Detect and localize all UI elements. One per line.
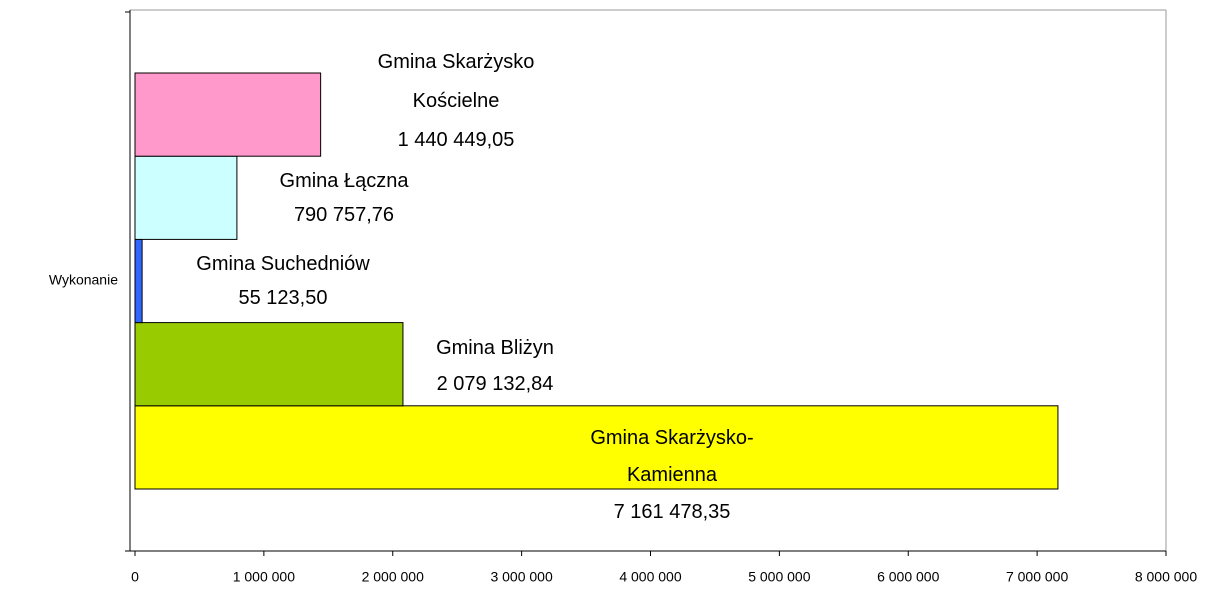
data-label: Gmina Skarżysko Kościelne 1 440 449,05 — [346, 43, 566, 160]
category-label: Wykonanie — [49, 272, 118, 288]
data-label: Gmina Bliżyn 2 079 132,84 — [405, 330, 585, 402]
data-label: Gmina Skarżysko-Kamienna 7 161 478,35 — [562, 420, 782, 531]
value-label: 7 161 478,35 — [613, 501, 731, 523]
series-label: Gmina Bliżyn — [436, 337, 554, 359]
value-label: 2 079 132,84 — [436, 373, 554, 395]
bar — [134, 322, 404, 407]
x-tick-label: 6 000 000 — [877, 569, 939, 585]
value-label: 1 440 449,05 — [397, 129, 515, 151]
series-label: Gmina Skarżysko-Kamienna — [590, 427, 754, 486]
x-tick-label: 8 000 000 — [1135, 569, 1197, 585]
data-label: Gmina Łączna 790 757,76 — [244, 164, 444, 232]
series-label: Gmina Łączna — [279, 170, 409, 192]
x-tick-label: 2 000 000 — [362, 569, 424, 585]
value-label: 790 757,76 — [293, 204, 395, 226]
x-tick-label: 5 000 000 — [748, 569, 810, 585]
x-tick-label: 7 000 000 — [1006, 569, 1068, 585]
x-tick-label: 4 000 000 — [619, 569, 681, 585]
series-label: Gmina Suchedniów — [196, 253, 370, 275]
bar — [134, 405, 1059, 490]
bar — [134, 238, 143, 324]
x-tick-label: 3 000 000 — [490, 569, 552, 585]
x-tick-label: 0 — [131, 569, 139, 585]
series-label: Gmina Skarżysko Kościelne — [377, 51, 535, 112]
value-label: 55 123,50 — [238, 287, 328, 309]
x-tick-label: 1 000 000 — [233, 569, 295, 585]
data-label: Gmina Suchedniów 55 123,50 — [163, 247, 403, 315]
bar — [134, 155, 238, 240]
bar — [134, 72, 322, 157]
